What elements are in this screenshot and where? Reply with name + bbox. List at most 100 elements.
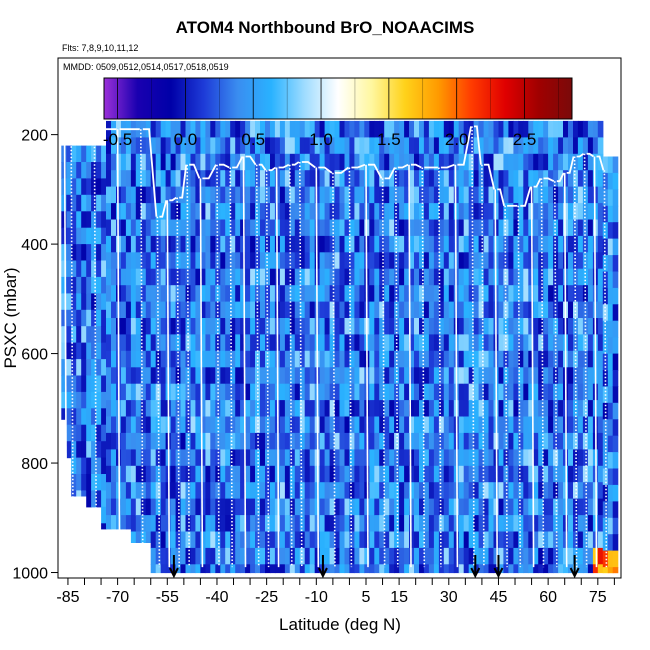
heat-cell [235,285,241,303]
heat-cell [369,137,375,155]
heat-cell [334,383,341,401]
heat-cell [473,515,480,533]
heat-cell [235,170,241,188]
heat-cell [389,268,395,286]
heat-cell [339,432,346,450]
heat-cell [190,416,197,434]
heat-cell [180,318,187,335]
profile-top-segment [497,188,505,207]
heat-cell [384,449,390,467]
heat-cell [260,432,266,450]
heat-cell [453,137,460,155]
heat-cell [518,564,524,574]
heat-cell [294,170,301,188]
heat-cell [513,203,519,221]
heat-cell [205,203,211,221]
heat-cell [483,120,490,138]
heat-cell [558,350,564,368]
heat-cell [91,408,97,426]
heat-cell [106,449,112,467]
heat-cell [354,547,360,565]
heat-cell [409,547,415,565]
heat-cell [374,203,380,221]
heat-cell [607,337,614,355]
heat-cell [508,301,514,319]
heat-cell [265,416,271,434]
heat-cell [414,219,420,237]
heat-cell [279,153,286,171]
heat-cell [270,219,276,237]
profile-top-segment [291,161,300,166]
heat-cell [498,334,505,352]
heat-cell [130,235,137,253]
heat-cell [433,285,440,303]
heat-cell [125,252,132,270]
heat-cell [334,564,341,574]
heat-cell [289,235,296,253]
heat-cell [125,416,132,434]
heat-cell [573,482,579,500]
heat-cell [344,498,351,516]
heat-cell [533,531,539,549]
heat-cell [577,285,584,303]
heat-cell [483,318,490,335]
heat-cell [230,465,236,483]
heat-cell [448,465,455,483]
heat-cell [433,153,440,171]
heat-cell [389,515,395,533]
heat-cell [409,252,415,270]
heat-cell [200,120,206,138]
heat-cell [314,203,321,221]
heat-cell [240,318,246,335]
heat-cell [66,260,72,278]
heat-cell [423,383,430,401]
heat-cell [160,153,167,171]
heat-cell [76,326,82,344]
heat-cell [404,432,410,450]
heat-cell [414,383,420,401]
heat-cell [150,432,157,450]
heat-cell [597,531,604,549]
heat-cell [473,416,480,434]
heat-cell [369,564,375,574]
heat-cell [548,350,554,368]
heat-cell [473,268,480,286]
heat-cell [319,432,326,450]
heat-cell [324,301,331,319]
heat-cell [175,203,182,221]
profile-top-segment [533,178,542,188]
heat-cell [294,268,301,286]
heat-cell [349,252,355,270]
heat-cell [175,252,182,270]
heat-cell [419,482,425,500]
heat-cell [180,400,187,418]
heat-cell [289,432,296,450]
heat-cell [116,137,122,155]
heat-cell [150,334,157,352]
heat-cell [414,153,420,171]
heat-cell [548,268,554,286]
heat-cell [478,186,485,204]
heat-cell [220,515,226,533]
heat-cell [379,400,385,418]
heat-cell [76,276,82,294]
heat-cell [468,334,475,352]
heat-cell [533,350,539,368]
heat-cell [205,531,211,549]
heat-cell [289,564,296,574]
heat-cell [513,531,519,549]
heat-cell [568,400,574,418]
heat-cell [255,285,261,303]
heat-cell [513,318,519,335]
heat-cell [284,564,291,574]
heat-cell [170,449,177,467]
heat-cell [577,153,584,171]
profile-top-segment [596,155,605,171]
heat-cell [145,432,152,450]
heat-cell [508,186,514,204]
heat-cell [180,564,187,574]
heat-cell [284,235,291,253]
heat-cell [503,170,509,188]
heat-cell [185,153,192,171]
heat-cell [215,252,221,270]
